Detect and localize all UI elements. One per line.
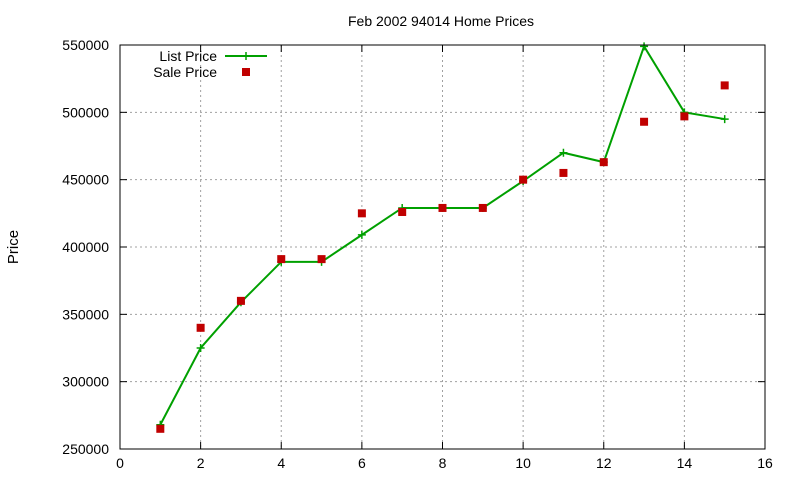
y-tick-label: 550000 — [62, 37, 109, 53]
tick-labels: 0 2 4 6 8 10 12 14 16 250000 300000 350000 400000 450… — [62, 37, 773, 471]
data-point — [317, 255, 326, 264]
data-point — [438, 203, 447, 212]
y-tick-label: 250000 — [62, 441, 109, 457]
x-tick-label: 14 — [677, 455, 693, 471]
y-tick-label: 400000 — [62, 239, 109, 255]
data-point — [559, 168, 568, 177]
data-point — [720, 81, 729, 90]
legend-label: Sale Price — [153, 64, 217, 80]
data-point — [640, 42, 649, 51]
data-point — [277, 255, 286, 264]
x-tick-label: 8 — [439, 455, 447, 471]
y-tick-label: 500000 — [62, 104, 109, 120]
data-point — [196, 323, 205, 332]
data-point — [720, 115, 729, 124]
data-point — [640, 117, 649, 126]
series-sale-price — [156, 81, 729, 433]
data-point — [196, 344, 205, 352]
y-axis-label: Price — [5, 230, 22, 264]
data-point — [357, 230, 366, 239]
x-tick-label: 4 — [277, 455, 285, 471]
plot-frame — [119, 44, 766, 450]
x-tick-label: 2 — [197, 455, 205, 471]
legend-marker — [242, 52, 250, 60]
chart-title: Feb 2002 94014 Home Prices — [348, 13, 534, 29]
x-tick-label: 10 — [515, 455, 531, 471]
data-point — [398, 207, 407, 216]
x-tick-label: 0 — [116, 455, 124, 471]
data-point — [680, 112, 689, 121]
data-point — [478, 203, 487, 212]
legend-marker — [242, 68, 250, 76]
data-point — [519, 175, 528, 184]
x-tick-label: 12 — [596, 455, 612, 471]
series — [156, 42, 729, 433]
x-tick-label: 16 — [757, 455, 773, 471]
data-point — [156, 424, 165, 433]
data-point — [357, 209, 366, 218]
y-tick-label: 300000 — [62, 374, 109, 390]
y-tick-label: 450000 — [62, 172, 109, 188]
y-tick-label: 350000 — [62, 306, 109, 322]
data-point — [599, 158, 608, 167]
data-point — [559, 148, 568, 157]
legend-label: List Price — [159, 48, 217, 64]
x-tick-label: 6 — [358, 455, 366, 471]
grid — [120, 45, 765, 449]
data-point — [236, 296, 245, 305]
